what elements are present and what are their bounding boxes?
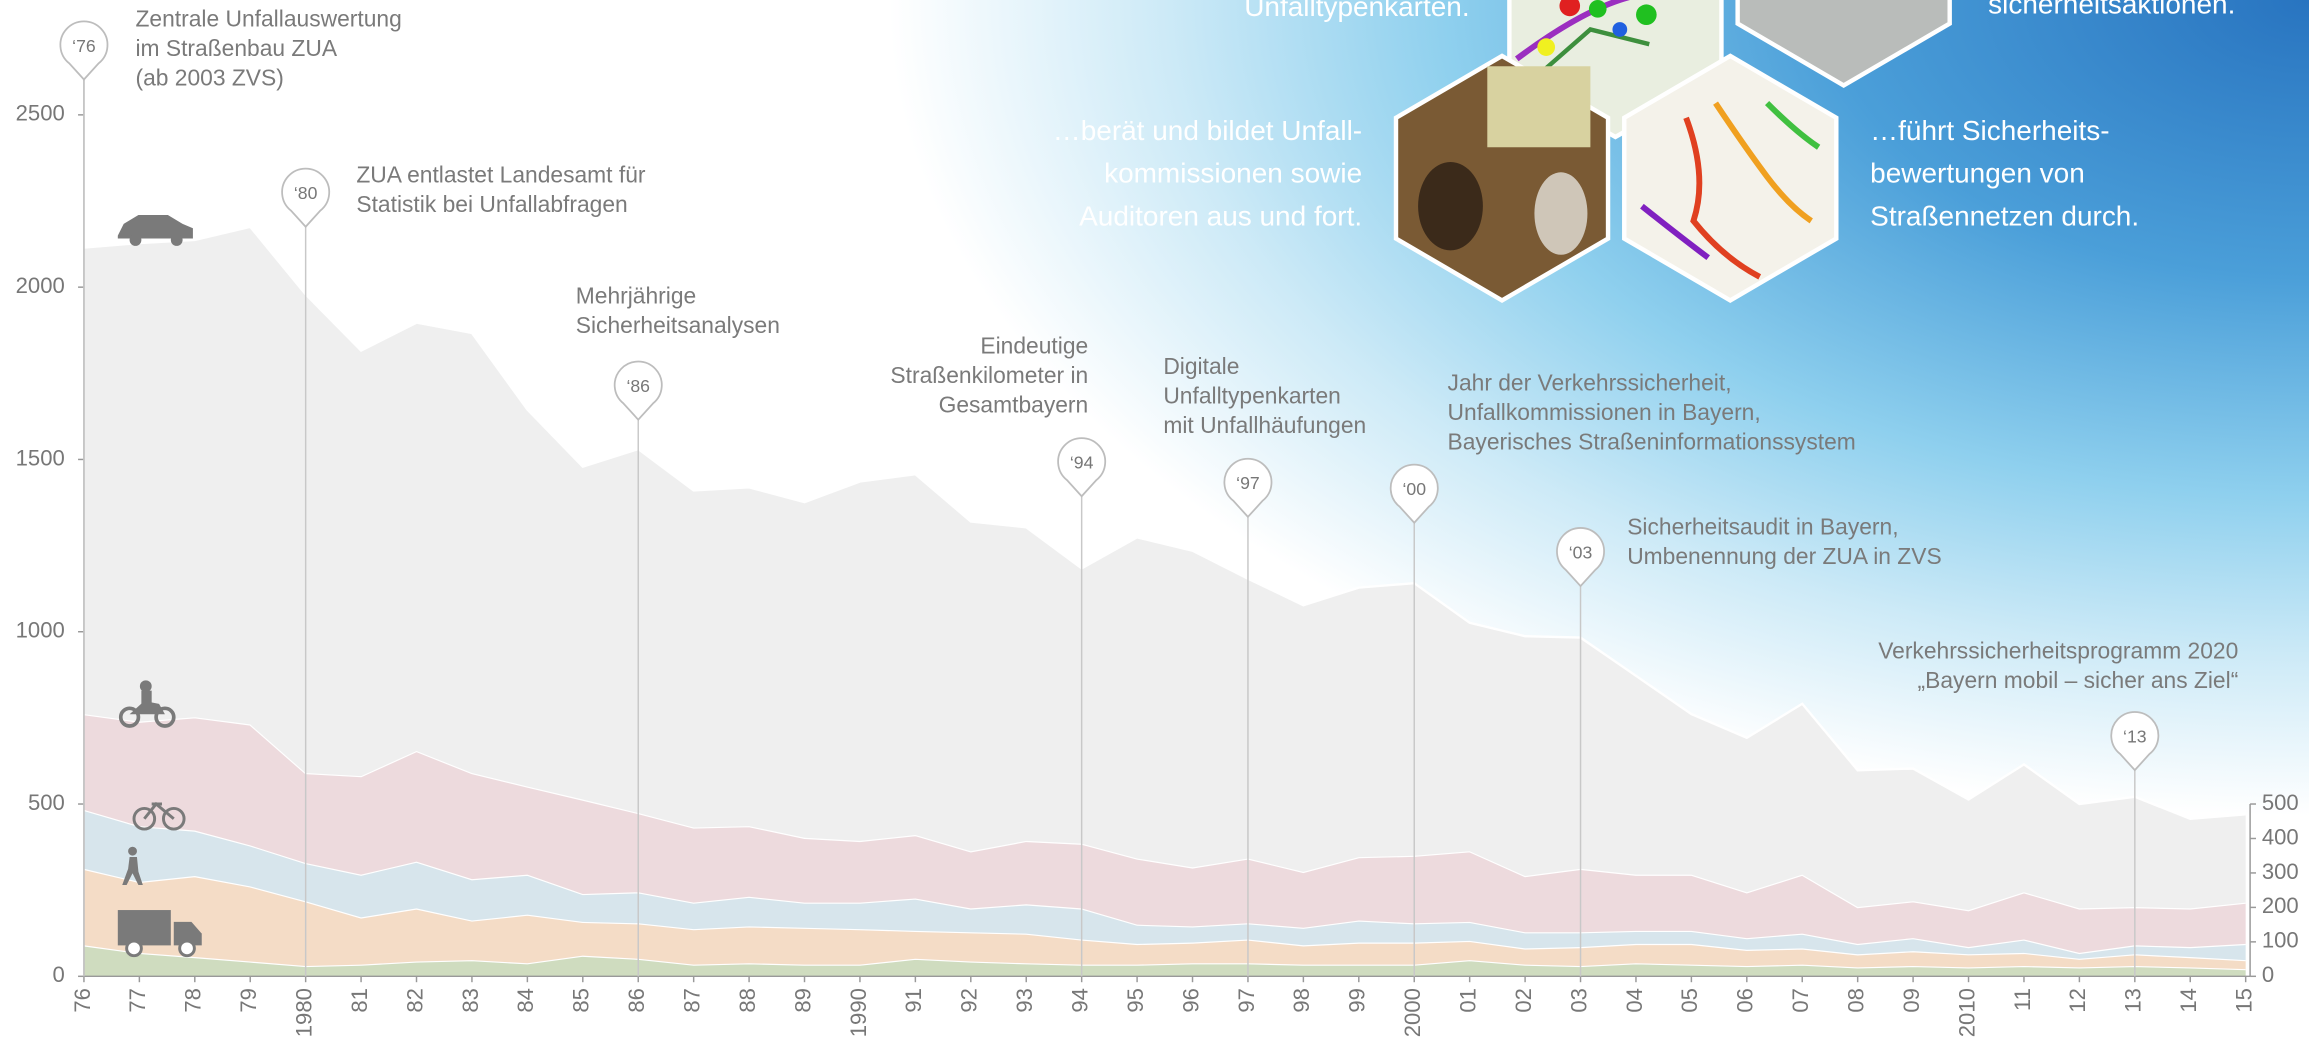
projection <box>1487 66 1590 147</box>
x-tick-label: 04 <box>1622 988 1647 1013</box>
x-tick-label: 77 <box>125 988 150 1013</box>
milestone-label: ‘80 <box>294 183 318 203</box>
milestone-label: ‘86 <box>626 376 650 396</box>
annotation-text: Unfalltypenkarten <box>1163 383 1341 409</box>
x-tick-label: 15 <box>2232 988 2257 1013</box>
x-tick-label: 86 <box>624 988 649 1013</box>
x-tick-label: 05 <box>1677 988 1702 1013</box>
x-tick-label: 02 <box>1511 988 1536 1013</box>
x-tick-label: 93 <box>1012 988 1037 1013</box>
people <box>1418 162 1483 250</box>
annotation-text: (ab 2003 ZVS) <box>135 65 283 91</box>
x-tick-label: 96 <box>1178 988 1203 1013</box>
x-tick-label: 01 <box>1455 988 1480 1013</box>
x-tick-label: 89 <box>790 988 815 1013</box>
x-tick-label: 92 <box>957 988 982 1013</box>
milestone-label: ‘97 <box>1236 473 1260 493</box>
x-tick-label: 2010 <box>1954 988 1979 1037</box>
annotation-text: Jahr der Verkehrssicherheit, <box>1448 369 1732 395</box>
x-tick-label: 81 <box>347 988 372 1013</box>
annotation-text: Mehrjährige <box>576 282 696 308</box>
x-tick-label: 08 <box>1844 988 1869 1013</box>
panel-text: Auditoren aus und fort. <box>1079 200 1362 231</box>
annotation-text: ZUA entlastet Landesamt für <box>356 162 646 188</box>
x-tick-label: 94 <box>1067 988 1092 1013</box>
chart: 0 500 1000 1500 2000 2500 0 100 200 300 400 500 76 77… <box>0 0 2309 1047</box>
x-tick-label: 1980 <box>291 988 316 1037</box>
x-tick-label: 07 <box>1788 988 1813 1013</box>
annotation-text: mit Unfallhäufungen <box>1163 412 1366 438</box>
y-tick-label: 2500 <box>16 101 65 126</box>
y2-tick-label: 200 <box>2262 893 2299 918</box>
photo-collage <box>1396 0 1950 300</box>
annotation-text: Unfallkommissionen in Bayern, <box>1448 399 1761 425</box>
y-tick-label: 1500 <box>16 445 65 470</box>
milestone-label: ‘76 <box>72 36 96 56</box>
x-tick-label: 1990 <box>846 988 871 1037</box>
road-photo <box>1738 0 1950 85</box>
y2-tick-label: 0 <box>2262 962 2274 987</box>
annotation-text: Eindeutige <box>980 333 1088 359</box>
x-tick-label: 97 <box>1234 988 1259 1013</box>
x-tick-label: 03 <box>1566 988 1591 1013</box>
x-tick-label: 85 <box>569 988 594 1013</box>
y2-tick-label: 100 <box>2262 928 2299 953</box>
x-tick-label: 88 <box>735 988 760 1013</box>
x-tick-label: 2000 <box>1400 988 1425 1037</box>
x-tick-label: 87 <box>679 988 704 1013</box>
x-tick-label: 76 <box>70 988 95 1013</box>
x-tick-label: 14 <box>2176 988 2201 1013</box>
panel-text: sicherheitsaktionen. <box>1988 0 2235 19</box>
annotation-text: Straßenkilometer in <box>890 362 1088 388</box>
annotation-text: Sicherheitsanalysen <box>576 312 780 338</box>
annotation-text: Digitale <box>1163 353 1239 379</box>
panel-text: …führt Sicherheits- <box>1870 115 2109 146</box>
x-tick-label: 95 <box>1123 988 1148 1013</box>
panel-text: …berät und bildet Unfall- <box>1053 115 1362 146</box>
milestone-label: ‘94 <box>1070 453 1094 473</box>
x-tick-label: 91 <box>901 988 926 1013</box>
y-tick-label: 1000 <box>16 618 65 643</box>
x-tick-label: 79 <box>236 988 261 1013</box>
annotation-text: „Bayern mobil – sicher ans Ziel“ <box>1918 667 2239 693</box>
annotation-text: Zentrale Unfallauswertung <box>135 6 401 32</box>
x-tick-label: 78 <box>181 988 206 1013</box>
y-tick-label: 0 <box>53 962 65 987</box>
y2-tick-label: 400 <box>2262 824 2299 849</box>
x-tick-label: 98 <box>1289 988 1314 1013</box>
x-tick-label: 82 <box>402 988 427 1013</box>
y-tick-label: 2000 <box>16 273 65 298</box>
y2-tick-label: 300 <box>2262 859 2299 884</box>
y-tick-label: 500 <box>28 790 65 815</box>
annotation-text: Verkehrssicherheitsprogramm 2020 <box>1878 637 2238 663</box>
x-tick-label: 84 <box>513 988 538 1013</box>
x-tick-label: 83 <box>458 988 483 1013</box>
page: 0 500 1000 1500 2000 2500 0 100 200 300 400 500 76 77… <box>0 0 2309 1047</box>
annotation-text: Statistik bei Unfallabfragen <box>356 191 627 217</box>
x-tick-label: 11 <box>2010 988 2035 1011</box>
panel-text: bewertungen von <box>1870 158 2085 189</box>
plot-area <box>84 227 2246 976</box>
annotation-text: Gesamtbayern <box>939 391 1089 417</box>
x-tick-label: 12 <box>2065 988 2090 1013</box>
annotation-text: Umbenennung der ZUA in ZVS <box>1627 543 1941 569</box>
x-tick-label: 09 <box>1899 988 1924 1013</box>
people <box>1534 172 1587 254</box>
annotation-text: Sicherheitsaudit in Bayern, <box>1627 514 1898 540</box>
x-tick-label: 99 <box>1345 988 1370 1013</box>
panel-text: Straßennetzen durch. <box>1870 200 2139 231</box>
y2-tick-label: 500 <box>2262 790 2299 815</box>
annotation-text: Bayerisches Straßeninformationssystem <box>1448 428 1856 454</box>
x-tick-label: 06 <box>1733 988 1758 1013</box>
annotation-text: im Straßenbau ZUA <box>135 35 337 61</box>
x-tick-label: 13 <box>2121 988 2146 1013</box>
panel-text: Unfalltypenkarten. <box>1244 0 1469 22</box>
milestone-label: ‘13 <box>2123 726 2147 746</box>
milestone-label: ‘00 <box>1402 479 1426 499</box>
milestone-label: ‘03 <box>1569 542 1593 562</box>
panel-text: kommissionen sowie <box>1104 158 1362 189</box>
